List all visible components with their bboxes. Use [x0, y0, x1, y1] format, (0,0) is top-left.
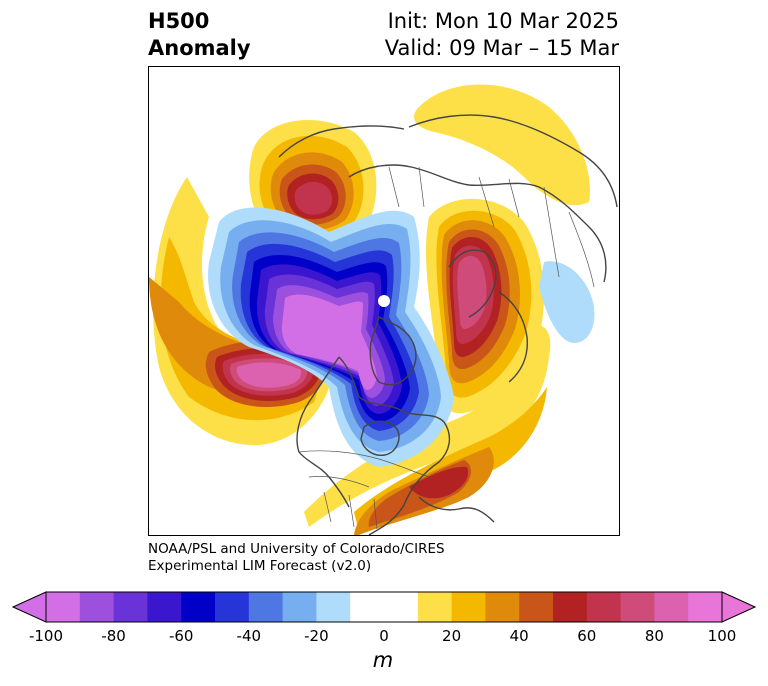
colorbar-segment — [688, 592, 723, 622]
colorbar-tick-label: 0 — [379, 627, 389, 645]
anomaly-positive-north-europe — [414, 84, 590, 206]
colorbar-segment — [147, 592, 182, 622]
colorbar-outline — [45, 591, 723, 623]
colorbar-tick-label: -80 — [101, 627, 126, 645]
title-variable: H500 — [148, 9, 210, 33]
colorbar-extend-max — [721, 591, 757, 623]
credit-text: NOAA/PSL and University of Colorado/CIRE… — [148, 541, 445, 575]
colorbar-segment — [282, 592, 317, 622]
anomaly-positive-south-atlantic — [304, 325, 551, 535]
colorbar-tick-label: 100 — [707, 627, 737, 645]
valid-range: Valid: 09 Mar – 15 Mar — [384, 36, 619, 60]
colorbar-segment — [113, 592, 148, 622]
credit-line-1: NOAA/PSL and University of Colorado/CIRE… — [148, 541, 445, 557]
colorbar-segment — [654, 592, 689, 622]
colorbar-segment — [417, 592, 453, 622]
anomaly-negative-europe — [539, 261, 595, 343]
political-borders — [298, 166, 595, 530]
colorbar-tick-label: 40 — [509, 627, 529, 645]
colorbar-svg — [11, 591, 757, 623]
colorbar-segment — [316, 592, 351, 622]
anomaly-map — [148, 66, 620, 536]
colorbar-tick-label: -100 — [28, 627, 64, 645]
init-date: Init: Mon 10 Mar 2025 — [387, 9, 619, 33]
colorbar-segment — [248, 592, 284, 622]
colorbar-tick-label: 80 — [644, 627, 664, 645]
colorbar-segment — [553, 592, 588, 622]
anomaly-positive-west-pacific — [149, 177, 334, 446]
colorbar-segment — [586, 592, 622, 622]
north-pole-marker — [378, 295, 390, 307]
map-svg — [149, 84, 618, 535]
title-type: Anomaly — [148, 36, 251, 60]
credit-line-2: Experimental LIM Forecast (v2.0) — [148, 558, 372, 574]
colorbar-segment — [350, 592, 419, 622]
coastlines — [278, 114, 618, 535]
colorbar-segment — [620, 592, 655, 622]
anomaly-positive-east — [425, 198, 544, 414]
colorbar-segment — [46, 592, 81, 622]
colorbar-label: m — [372, 648, 394, 672]
colorbar-segment — [485, 592, 520, 622]
colorbar-segment — [215, 592, 250, 622]
title-left: H500 Anomaly — [148, 8, 251, 62]
colorbar — [11, 591, 757, 629]
colorbar-segment — [181, 592, 216, 622]
colorbar-segment — [519, 592, 554, 622]
colorbar-tick-label: 60 — [577, 627, 597, 645]
colorbar-tick-label: -20 — [304, 627, 329, 645]
colorbar-extend-min — [11, 591, 47, 623]
title-right: Init: Mon 10 Mar 2025 Valid: 09 Mar – 15… — [385, 8, 619, 62]
colorbar-segment — [451, 592, 486, 622]
anomaly-negative-polar — [208, 207, 454, 467]
colorbar-segment — [79, 592, 115, 622]
colorbar-ticks: -100 -80 -60 -40 -20 0 20 40 60 80 100 — [0, 627, 768, 647]
colorbar-tick-label: -40 — [236, 627, 262, 645]
colorbar-tick-label: 20 — [442, 627, 462, 645]
colorbar-tick-label: -60 — [168, 627, 194, 645]
